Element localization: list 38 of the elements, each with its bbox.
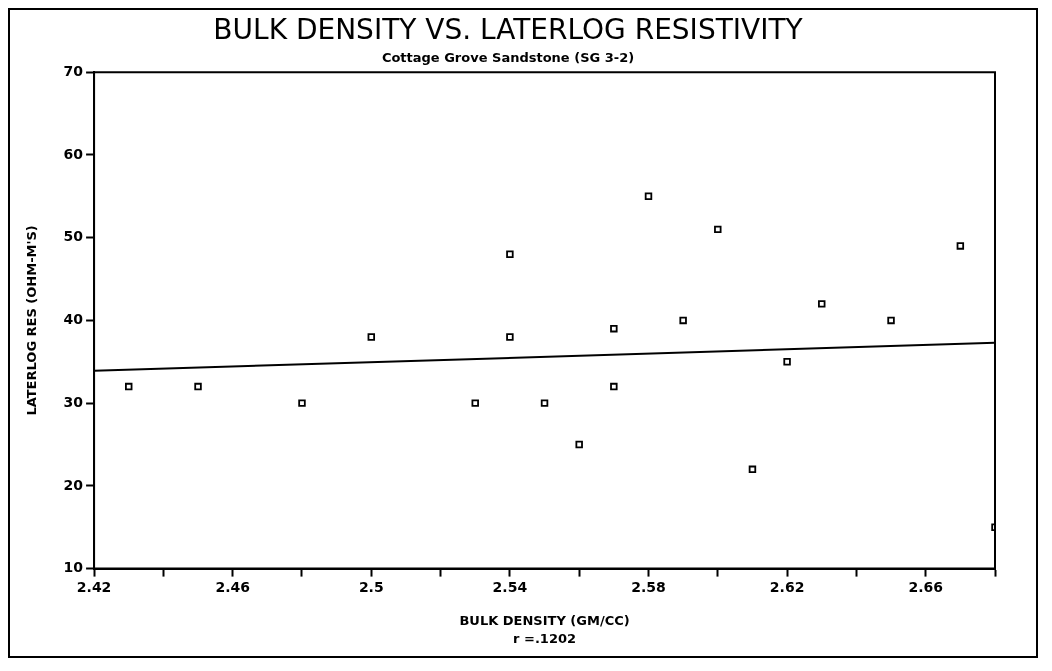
- x-tick-label: 2.42: [76, 578, 112, 595]
- text: r =.1202: [513, 630, 577, 646]
- point: [956, 242, 965, 250]
- point: [367, 333, 376, 341]
- point: [540, 399, 549, 407]
- y-tick-label: 70: [63, 62, 84, 79]
- x-tick-label: 2.46: [215, 578, 250, 595]
- point: [194, 382, 202, 391]
- x-tick-label: 2.54: [492, 578, 528, 595]
- x-tick-label: 2.5: [358, 578, 384, 595]
- point: [714, 225, 722, 234]
- point: [506, 333, 514, 341]
- point: [679, 316, 687, 325]
- point: [818, 300, 826, 308]
- point: [748, 465, 757, 474]
- point: [610, 324, 618, 333]
- point: [644, 192, 653, 201]
- point: [471, 399, 479, 407]
- point: [506, 250, 514, 258]
- x-tick-label: 2.66: [908, 578, 943, 595]
- chart-title: BULK DENSITY VS. LATERLOG RESISTIVITY: [213, 13, 804, 47]
- y-axis-title: LATERLOG RES (OHM-M'S): [24, 225, 40, 416]
- point: [610, 382, 618, 391]
- point: [575, 440, 583, 449]
- y-tick-label: 30: [63, 393, 84, 410]
- x-tick-label: 2.62: [769, 578, 805, 595]
- x-axis-title: BULK DENSITY (GM/CC): [459, 612, 630, 628]
- y-tick-label: 10: [63, 559, 84, 576]
- point: [125, 382, 133, 391]
- y-tick-label: 20: [63, 476, 84, 493]
- chart-subtitle: Cottage Grove Sandstone (SG 3-2): [381, 49, 635, 65]
- y-tick-label: 50: [63, 228, 84, 245]
- point: [298, 399, 306, 407]
- y-tick-label: 60: [63, 145, 84, 162]
- y-tick-label: 40: [63, 311, 84, 328]
- point: [887, 316, 895, 325]
- point: [783, 358, 791, 366]
- x-tick-label: 2.58: [631, 578, 666, 595]
